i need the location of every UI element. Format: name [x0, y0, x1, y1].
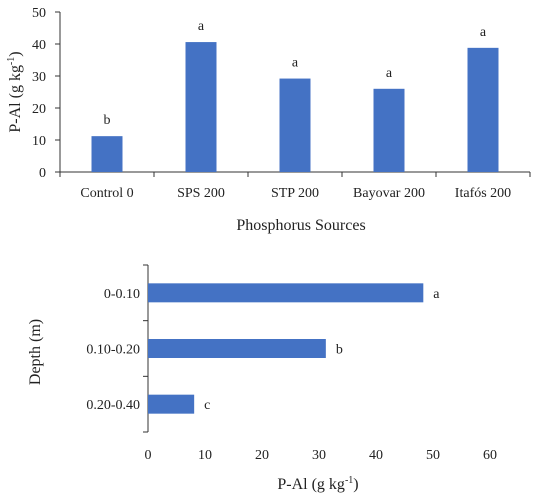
chart-phosphorus-sources: 0 10 20 30 40 50 Control 0 b SPS 200 a STP 200 a Ba…: [6, 6, 531, 234]
chart2-x-axis-title: P-Al (g kg-1): [277, 475, 358, 493]
chart1-y-tick-label: 40: [32, 38, 46, 53]
chart1-y-tick-label: 50: [32, 6, 46, 21]
chart2-bar: [148, 339, 326, 358]
chart1-x-axis-title: Phosphorus Sources: [236, 217, 365, 234]
chart2-x-tick-label: 20: [255, 448, 269, 463]
chart1-significance-letter: a: [386, 66, 393, 81]
chart1-y-tick-label: 20: [32, 102, 46, 117]
chart1-significance-letter: a: [292, 56, 299, 71]
chart1-y-tick-label: 30: [32, 70, 46, 85]
chart1-x-tick-label: Itafós 200: [455, 186, 511, 201]
chart2-y-tick-label: 0-0.10: [104, 287, 140, 302]
chart1-bars: [91, 42, 499, 173]
chart1-bar: [373, 88, 405, 172]
chart2-x-tick-label: 30: [312, 448, 326, 463]
chart1-x-tick-label: SPS 200: [177, 186, 225, 201]
chart1-bar: [185, 42, 217, 172]
chart2-labels: 0-0.10 a 0.10-0.20 b 0.20-0.40 c: [86, 287, 440, 413]
chart2-x-tick-label: 50: [426, 448, 440, 463]
chart2-significance-letter: c: [204, 398, 210, 413]
chart2-x-tick-label: 60: [483, 448, 497, 463]
chart2-significance-letter: b: [336, 343, 343, 358]
chart1-bar: [91, 136, 123, 172]
chart1-x-tick-label: STP 200: [271, 186, 319, 201]
chart2-y-tick-label: 0.10-0.20: [86, 343, 140, 358]
chart1-axes: 0 10 20 30 40 50: [32, 6, 531, 181]
chart2-bar: [148, 283, 424, 303]
chart2-x-tick-label: 40: [369, 448, 383, 463]
chart2-y-axis-title: Depth (m): [27, 319, 44, 385]
chart1-significance-letter: b: [104, 113, 111, 128]
chart-depth: 0 10 20 30 40 50 60 0-0.10 a 0.10-0.20 b 0.20-0.40…: [27, 264, 497, 493]
chart1-labels: Control 0 b SPS 200 a STP 200 a Bayovar 200 a It…: [80, 19, 511, 201]
chart2-y-tick-label: 0.20-0.40: [86, 398, 140, 413]
chart1-y-axis-title: P-Al (g kg-1): [6, 51, 24, 132]
chart2-axes: 0 10 20 30 40 50 60: [143, 264, 497, 463]
chart1-y-tick-label: 10: [32, 134, 46, 149]
chart2-bar: [148, 394, 195, 414]
chart1-significance-letter: a: [480, 25, 487, 40]
chart2-significance-letter: a: [433, 287, 440, 302]
chart2-x-tick-label: 0: [145, 448, 152, 463]
chart1-x-tick-label: Bayovar 200: [353, 186, 425, 201]
chart2-x-tick-label: 10: [198, 448, 212, 463]
chart1-bar: [467, 47, 499, 173]
chart1-y-tick-label: 0: [39, 166, 46, 181]
chart2-bars: [148, 283, 424, 414]
chart1-x-tick-label: Control 0: [80, 186, 133, 201]
chart1-bar: [279, 78, 311, 172]
chart1-significance-letter: a: [198, 19, 205, 34]
